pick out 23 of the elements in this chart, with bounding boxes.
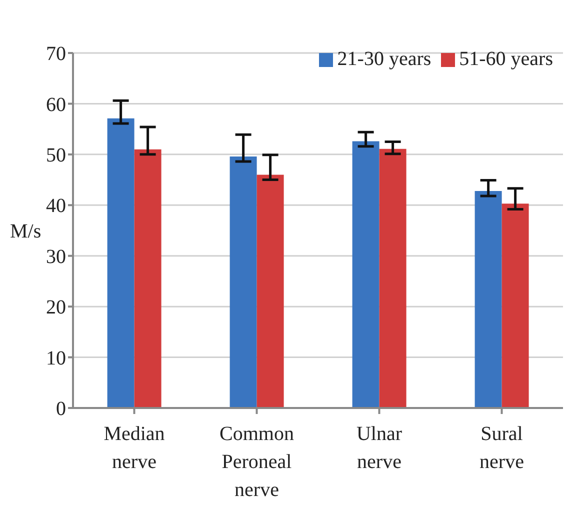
y-tick-label: 40 xyxy=(46,195,66,218)
legend-label: 51-60 years xyxy=(459,48,553,70)
y-tick-label: 70 xyxy=(46,43,66,66)
y-tick-label: 30 xyxy=(46,246,66,268)
bar xyxy=(379,148,406,408)
x-tick-label: Ulnar nerve xyxy=(356,423,402,473)
bar xyxy=(352,141,380,408)
y-tick-label: 50 xyxy=(46,144,66,167)
y-tick-label: 60 xyxy=(46,94,66,116)
x-tick-label: Median nerve xyxy=(104,423,165,473)
bar xyxy=(474,190,502,408)
y-tick-label: 0 xyxy=(56,398,66,420)
x-tick-label: Common Peroneal nerve xyxy=(220,423,294,501)
y-tick-label: 10 xyxy=(46,347,66,370)
y-axis-title: M/s xyxy=(10,220,42,243)
bar xyxy=(107,118,134,408)
bar xyxy=(134,149,162,408)
bar xyxy=(502,204,529,408)
bar xyxy=(230,156,257,408)
x-tick-label: Sural nerve xyxy=(480,423,524,473)
legend-label: 21-30 years xyxy=(337,48,432,70)
y-tick-label: 20 xyxy=(46,296,66,319)
bar xyxy=(256,174,284,408)
